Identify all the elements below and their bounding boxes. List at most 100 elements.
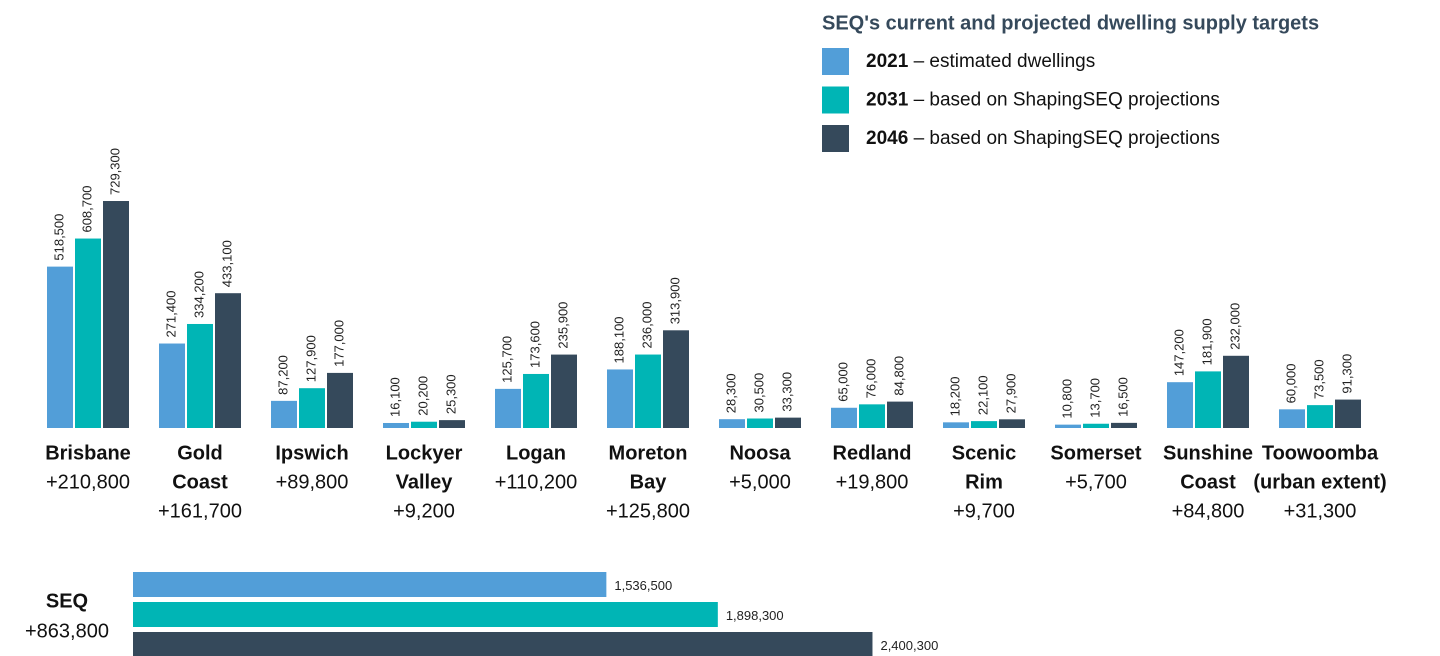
value-label: 608,700 (79, 186, 94, 233)
value-label: 1,898,300 (726, 608, 784, 623)
category-note: +210,800 (46, 471, 130, 493)
bar (1195, 371, 1221, 428)
value-label: 27,900 (1003, 374, 1018, 414)
bar (775, 417, 801, 428)
category-label: Sunshine (1163, 442, 1253, 464)
bar (1111, 422, 1137, 428)
value-label: 87,200 (275, 355, 290, 395)
value-label: 33,300 (779, 372, 794, 412)
category-label: Rim (965, 471, 1003, 493)
bar (1083, 423, 1109, 428)
category-note: +9,700 (953, 500, 1015, 522)
value-label: 28,300 (723, 373, 738, 413)
value-label: 313,900 (667, 277, 682, 324)
legend-description: – based on ShapingSEQ projections (914, 90, 1220, 111)
category-label: Logan (506, 442, 566, 464)
value-label: 181,900 (1199, 318, 1214, 365)
bar (663, 330, 689, 428)
bar (1223, 355, 1249, 428)
category-label: SEQ (46, 590, 88, 612)
bar (747, 418, 773, 428)
bar (859, 404, 885, 428)
value-label: 76,000 (863, 359, 878, 399)
legend-entry: 2046 – based on ShapingSEQ projections (866, 128, 1220, 149)
value-label: 84,800 (891, 356, 906, 396)
legend-entry: 2021 – estimated dwellings (866, 51, 1095, 72)
bar (971, 421, 997, 428)
bar (75, 238, 101, 428)
category-note: +31,300 (1284, 500, 1357, 522)
value-label: 334,200 (191, 271, 206, 318)
category-label: (urban extent) (1253, 471, 1386, 493)
bar (439, 420, 465, 428)
value-label: 235,900 (555, 302, 570, 349)
value-label: 16,100 (387, 377, 402, 417)
bar (159, 343, 185, 428)
legend-description: – estimated dwellings (914, 51, 1096, 72)
bar (383, 422, 409, 428)
value-label: 1,536,500 (614, 578, 672, 593)
category-note: +5,000 (729, 471, 791, 493)
category-label: Coast (172, 471, 228, 493)
bar (133, 572, 607, 597)
category-note: +89,800 (276, 471, 349, 493)
category-label: Redland (833, 442, 912, 464)
bar (551, 354, 577, 428)
value-label: 16,500 (1115, 377, 1130, 417)
value-label: 518,500 (51, 214, 66, 261)
legend-year: 2021 (866, 51, 909, 72)
category-label: Brisbane (45, 442, 131, 464)
value-label: 25,300 (443, 374, 458, 414)
category-label: Coast (1180, 471, 1236, 493)
value-label: 729,300 (107, 148, 122, 195)
category-note: +161,700 (158, 500, 242, 522)
value-label: 18,200 (947, 377, 962, 417)
value-label: 271,400 (163, 291, 178, 338)
bar (999, 419, 1025, 428)
legend-swatch (822, 86, 849, 114)
category-label: Ipswich (275, 442, 348, 464)
value-label: 10,800 (1059, 379, 1074, 419)
bar (635, 354, 661, 428)
bar (47, 266, 73, 428)
value-label: 2,400,300 (880, 638, 938, 653)
category-note: +84,800 (1172, 500, 1245, 522)
bar (1307, 405, 1333, 428)
bar (411, 421, 437, 428)
category-label: Lockyer (386, 442, 463, 464)
value-label: 13,700 (1087, 378, 1102, 418)
bar (831, 407, 857, 428)
category-label: Moreton (609, 442, 688, 464)
bar (299, 388, 325, 428)
category-note: +19,800 (836, 471, 909, 493)
value-label: 188,100 (611, 316, 626, 363)
value-label: 73,500 (1311, 359, 1326, 399)
value-label: 125,700 (499, 336, 514, 383)
bar (103, 201, 129, 428)
value-label: 232,000 (1227, 303, 1242, 350)
category-note: +5,700 (1065, 471, 1127, 493)
category-label: Somerset (1050, 442, 1141, 464)
category-label: Gold (177, 442, 223, 464)
bar (187, 323, 213, 428)
bar (943, 422, 969, 428)
bar (133, 632, 873, 656)
value-label: 433,100 (219, 240, 234, 287)
bar (1335, 399, 1361, 428)
category-note: +9,200 (393, 500, 455, 522)
bar (523, 373, 549, 428)
category-label: Valley (396, 471, 454, 493)
bar (887, 401, 913, 428)
value-label: 147,200 (1171, 329, 1186, 376)
bar (1055, 424, 1081, 428)
value-label: 127,900 (303, 335, 318, 382)
legend-entry: 2031 – based on ShapingSEQ projections (866, 90, 1220, 111)
category-label: Toowoomba (1262, 442, 1379, 464)
bar (719, 419, 745, 428)
value-label: 22,100 (975, 375, 990, 415)
category-note: +110,200 (495, 471, 578, 493)
bar (607, 369, 633, 428)
bar (495, 388, 521, 428)
legend-title: SEQ's current and projected dwelling sup… (822, 12, 1319, 34)
